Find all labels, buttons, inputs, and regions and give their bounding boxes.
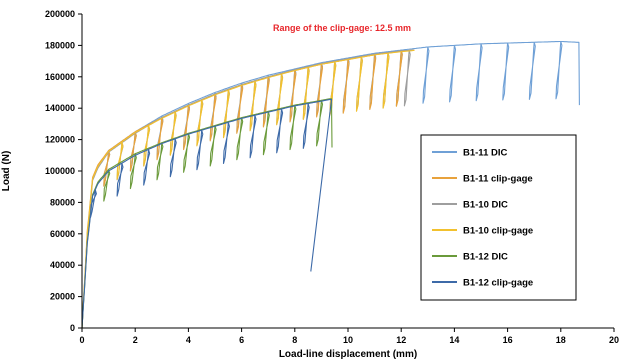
x-tick-label: 10 [343, 335, 353, 345]
x-tick-label: 12 [396, 335, 406, 345]
y-tick-label: 180000 [45, 40, 75, 50]
x-tick-label: 16 [503, 335, 513, 345]
plot-series [81, 40, 580, 329]
axes [78, 13, 615, 332]
series-line [81, 98, 333, 329]
legend-label: B1-12 clip-gage [463, 278, 533, 289]
x-tick-label: 6 [239, 335, 244, 345]
series-line [81, 40, 580, 329]
y-tick-label: 100000 [45, 166, 75, 176]
series-line [81, 49, 415, 329]
series-b1-12-dic [81, 98, 333, 329]
y-tick-label: 20000 [50, 292, 75, 302]
y-tick-label: 0 [70, 323, 75, 333]
x-tick-label: 4 [186, 335, 191, 345]
y-tick-label: 80000 [50, 197, 75, 207]
legend-items: B1-11 DIC B1-11 clip-gage B1-10 DIC B1-10 c… [432, 148, 533, 289]
y-tick-label: 120000 [45, 135, 75, 145]
y-tick-label: 140000 [45, 103, 75, 113]
y-tick-label: 60000 [50, 229, 75, 239]
legend-box [420, 134, 577, 301]
legend-label: B1-10 DIC [463, 200, 508, 211]
y-tick-label: 160000 [45, 72, 75, 82]
x-tick-label: 20 [609, 335, 619, 345]
x-tick-label: 2 [133, 335, 138, 345]
y-tick-label: 200000 [45, 9, 75, 19]
legend-label: B1-12 DIC [463, 252, 508, 263]
series-b1-10-clip-gage [81, 49, 415, 329]
x-tick-label: 18 [556, 335, 566, 345]
legend-label: B1-11 clip-gage [463, 174, 533, 185]
x-tick-label: 0 [79, 335, 84, 345]
clip-gage-range-annotation: Range of the clip-gage: 12.5 mm [273, 23, 411, 33]
series-b1-12-clip-gage [81, 99, 333, 329]
y-tick-label: 40000 [50, 260, 75, 270]
series-line [81, 99, 333, 329]
legend-label: B1-11 DIC [463, 148, 507, 159]
series-b1-11-dic [81, 40, 580, 329]
legend: B1-11 DIC B1-11 clip-gage B1-10 DIC B1-10 c… [420, 134, 577, 301]
y-axis-title: Load (N) [1, 151, 12, 192]
tick-labels: 0 2 4 6 8 10 12 14 16 18 20 0 20000 40000 60000 80000 10… [45, 9, 619, 345]
legend-label: B1-10 clip-gage [463, 226, 533, 237]
x-tick-label: 14 [449, 335, 459, 345]
x-tick-label: 8 [292, 335, 297, 345]
x-axis-title: Load-line displacement (mm) [279, 349, 417, 360]
